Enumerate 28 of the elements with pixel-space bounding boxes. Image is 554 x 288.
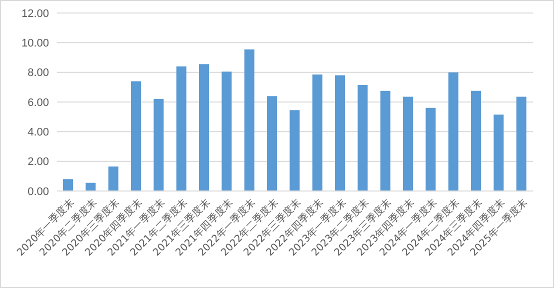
- bar: [335, 75, 345, 191]
- y-tick-label: 6.00: [28, 96, 49, 109]
- bar: [403, 96, 413, 191]
- bar: [471, 90, 481, 191]
- bar: [312, 74, 322, 191]
- y-tick-label: 0.00: [28, 186, 49, 198]
- bar: [131, 81, 141, 191]
- y-tick-label: 12.00: [21, 8, 49, 20]
- bar: [176, 66, 186, 191]
- bar: [86, 182, 96, 191]
- bar: [63, 179, 73, 191]
- bar: [380, 90, 390, 191]
- bar: [267, 96, 277, 191]
- bar: [244, 49, 254, 191]
- bar: [154, 99, 164, 191]
- bar: [358, 84, 368, 191]
- y-tick-label: 4.00: [28, 126, 49, 139]
- bar: [222, 72, 232, 191]
- bar: [426, 108, 436, 191]
- bar: [448, 72, 458, 191]
- bar: [108, 166, 118, 191]
- y-tick-label: 10.00: [21, 38, 49, 50]
- bar: [516, 96, 526, 191]
- y-tick-label: 8.00: [28, 67, 49, 80]
- bar: [290, 110, 300, 191]
- y-tick-label: 2.00: [28, 156, 49, 168]
- bar: [199, 64, 209, 191]
- bar: [494, 114, 504, 191]
